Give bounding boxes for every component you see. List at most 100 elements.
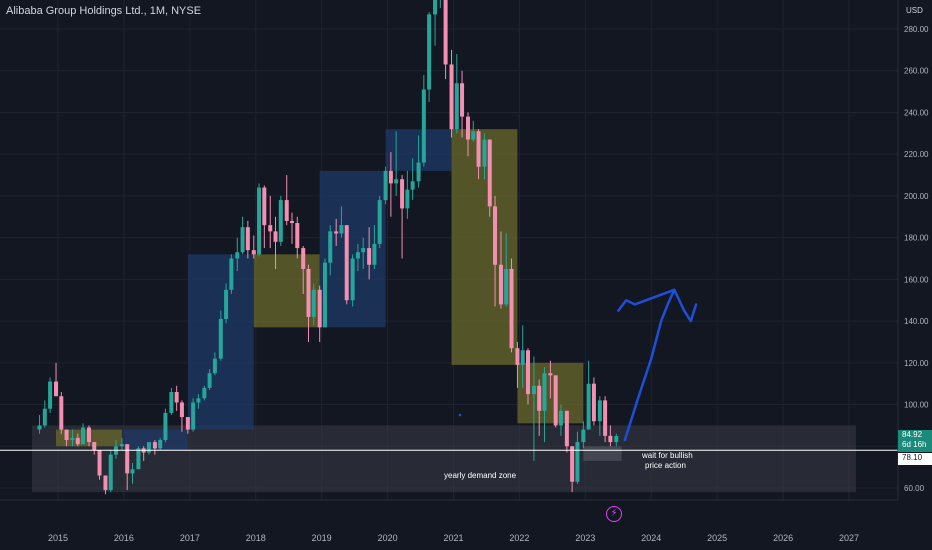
candle-body	[597, 400, 602, 422]
candle-body	[48, 381, 53, 409]
y-tick-label: 240.00	[904, 108, 929, 117]
x-tick-label: 2015	[48, 533, 68, 543]
candle-body	[196, 398, 201, 403]
candle-body	[207, 373, 212, 388]
candle-body	[136, 448, 141, 470]
candle-body	[361, 248, 366, 253]
candle-body	[240, 227, 245, 253]
lightning-icon[interactable]: ⚡	[606, 506, 622, 522]
x-tick-label: 2027	[839, 533, 859, 543]
note-line-1: wait for bullish	[642, 451, 693, 460]
candle-body	[86, 427, 91, 443]
candle-body	[400, 179, 405, 209]
candle-body	[383, 170, 388, 201]
projection-head-drawing	[617, 288, 676, 312]
candle-body	[257, 187, 262, 255]
candle-body	[493, 206, 498, 265]
candle-body	[509, 268, 514, 349]
candle-body	[394, 179, 399, 184]
candle-body	[317, 289, 322, 328]
candle-body	[520, 350, 525, 365]
candle-body	[367, 248, 372, 265]
candle-body	[146, 442, 151, 453]
candle-body	[163, 412, 168, 441]
candle-body	[449, 64, 454, 130]
candle-body	[433, 0, 438, 15]
x-tick-label: 2023	[575, 533, 595, 543]
candle-body	[295, 223, 300, 249]
currency-label: USD	[906, 6, 923, 15]
candle-body	[372, 243, 377, 265]
candle-body	[290, 220, 295, 224]
y-tick-label: 60.00	[904, 484, 925, 493]
candle-body	[218, 319, 223, 359]
candle-body	[328, 231, 333, 263]
candle-body	[350, 258, 355, 301]
zone-blue	[123, 429, 188, 451]
candle-body	[466, 116, 471, 140]
candle-body	[416, 162, 421, 182]
bar-countdown: 6d 16h	[902, 440, 927, 449]
candle-body	[97, 450, 102, 476]
x-tick-label: 2017	[180, 533, 200, 543]
x-tick-label: 2020	[378, 533, 398, 543]
x-tick-label: 2026	[773, 533, 793, 543]
candle-body	[339, 225, 344, 234]
candle-body	[301, 248, 306, 269]
candle-body	[471, 131, 476, 140]
candle-body	[311, 289, 316, 317]
candle-body	[306, 268, 311, 317]
candle-body	[278, 200, 283, 242]
candle-body	[64, 429, 69, 441]
candle-body	[608, 435, 613, 443]
candle-body	[37, 425, 42, 430]
candle-body	[212, 358, 217, 374]
chart-title: Alibaba Group Holdings Ltd., 1M, NYSE	[6, 5, 202, 17]
candle-body	[70, 437, 75, 441]
x-tick-label: 2016	[114, 533, 134, 543]
time-axis	[0, 500, 898, 550]
candle-body	[581, 429, 586, 443]
candle-body	[284, 200, 289, 221]
candle-body	[591, 383, 596, 422]
candle-body	[427, 14, 432, 90]
y-tick-label: 100.00	[904, 401, 929, 410]
candle-body	[251, 250, 256, 255]
candle-body	[443, 0, 448, 65]
candle-body	[482, 139, 487, 167]
x-tick-label: 2019	[312, 533, 332, 543]
candle-body	[92, 442, 97, 451]
candle-body	[476, 131, 481, 167]
x-tick-label: 2022	[509, 533, 529, 543]
candle-body	[515, 348, 520, 365]
candle-body	[119, 444, 124, 447]
candle-body	[553, 375, 558, 426]
projection-drawing	[623, 288, 698, 442]
candle-body	[229, 258, 234, 290]
candle-body	[586, 383, 591, 430]
candle-body	[548, 373, 553, 376]
candle-body	[268, 225, 273, 232]
candle-body	[322, 262, 327, 328]
candle-body	[614, 436, 619, 443]
candle-body	[262, 187, 267, 226]
marker-dot	[458, 413, 462, 417]
candle-body	[421, 89, 426, 163]
candle-body	[454, 83, 459, 130]
candle-body	[273, 231, 278, 242]
candle-body	[152, 442, 157, 449]
horizontal-line-badge: 78.10	[898, 453, 932, 465]
candle-body	[179, 402, 184, 418]
demand-zone-label: yearly demand zone	[444, 471, 517, 480]
candle-body	[542, 373, 547, 411]
candle-body	[130, 469, 135, 474]
candle-body	[603, 400, 608, 436]
y-tick-label: 220.00	[904, 150, 929, 159]
candle-body	[174, 392, 179, 403]
candle-body	[103, 475, 108, 491]
candle-body	[537, 385, 542, 411]
x-tick-label: 2021	[443, 533, 463, 543]
candle-body	[487, 139, 492, 207]
